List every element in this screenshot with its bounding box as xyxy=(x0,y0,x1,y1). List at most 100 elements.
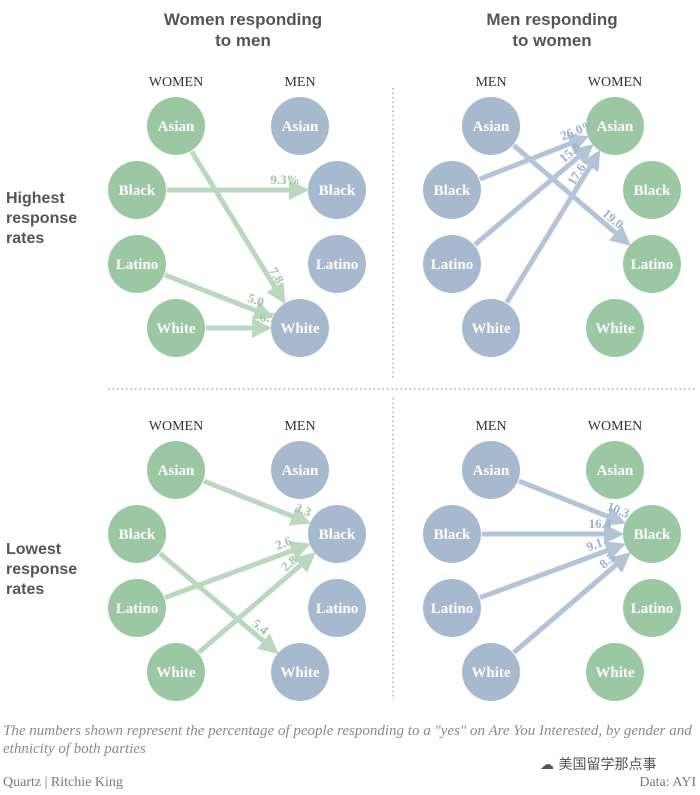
value-label: 9.3% xyxy=(270,172,299,187)
arrow-white-to-black xyxy=(512,552,631,655)
women-black-label: Black xyxy=(634,183,671,199)
arrow-asian-to-black xyxy=(202,478,311,526)
arrow-white-to-asian xyxy=(504,149,601,304)
men-white-label: White xyxy=(471,665,511,681)
caption-note: The numbers shown represent the percenta… xyxy=(3,723,692,757)
women-latino-label: Latino xyxy=(631,601,674,617)
men-latino-label: Latino xyxy=(431,601,474,617)
men-asian-label: Asian xyxy=(282,463,319,479)
women-asian-node xyxy=(147,441,205,499)
right-title-line2: to women xyxy=(512,31,591,50)
column-header: MEN xyxy=(284,419,315,434)
men-latino-node xyxy=(423,235,481,293)
value-label: 15.8 xyxy=(556,139,583,165)
arrow-latino-to-white xyxy=(164,272,274,320)
row-title-highest-3: rates xyxy=(6,230,44,247)
arrow-asian-to-latino xyxy=(512,143,631,246)
men-black-node xyxy=(308,505,366,563)
value-label: 6.7 xyxy=(260,310,277,325)
panels-layer: WOMEN MEN Asian Asian Black Black Latino Latino… xyxy=(108,75,681,701)
data-source: Data: AYI xyxy=(639,775,696,790)
row-title-highest-2: response xyxy=(6,210,77,227)
women-white-label: White xyxy=(595,665,635,681)
women-black-node xyxy=(108,505,166,563)
women-asian-label: Asian xyxy=(597,463,634,479)
value-label: 7.8 xyxy=(266,264,288,286)
women-black-label: Black xyxy=(119,527,156,543)
row-title-highest-1: Highest xyxy=(6,190,65,207)
panel-women-to-men-highest: WOMEN MEN Asian Asian Black Black Latino Latino… xyxy=(108,75,366,357)
women-white-label: White xyxy=(156,321,196,337)
women-latino-label: Latino xyxy=(631,257,674,273)
men-white-node xyxy=(462,299,520,357)
left-title-line2: to men xyxy=(215,31,271,50)
panel-men-to-women-lowest: MEN WOMEN Asian Asian Black Black Latino Latino… xyxy=(423,419,681,701)
row-title-lowest-3: rates xyxy=(6,581,44,598)
men-white-node xyxy=(462,643,520,701)
panel-men-to-women-highest: MEN WOMEN Asian Asian Black Black Latino Latino… xyxy=(423,75,681,357)
men-asian-node xyxy=(462,97,520,155)
women-black-node xyxy=(623,161,681,219)
men-white-node xyxy=(271,643,329,701)
column-header: MEN xyxy=(475,75,506,90)
men-latino-label: Latino xyxy=(431,257,474,273)
women-white-node xyxy=(586,643,644,701)
men-black-label: Black xyxy=(319,527,356,543)
men-latino-node xyxy=(308,579,366,637)
women-latino-label: Latino xyxy=(116,257,159,273)
women-black-label: Black xyxy=(119,183,156,199)
women-latino-node xyxy=(623,235,681,293)
men-white-label: White xyxy=(280,321,320,337)
women-white-node xyxy=(147,299,205,357)
arrow-black-to-white xyxy=(158,551,279,654)
men-asian-node xyxy=(271,97,329,155)
women-asian-label: Asian xyxy=(597,119,634,135)
value-label: 9.1 xyxy=(584,535,604,555)
women-white-label: White xyxy=(156,665,196,681)
value-label: 3.3 xyxy=(293,500,314,520)
women-asian-label: Asian xyxy=(158,119,195,135)
credit: Quartz | Ritchie King xyxy=(3,775,123,790)
women-latino-node xyxy=(108,579,166,637)
women-latino-node xyxy=(623,579,681,637)
arrow-latino-to-black xyxy=(164,541,311,600)
men-black-node xyxy=(423,505,481,563)
women-asian-label: Asian xyxy=(158,463,195,479)
women-black-node xyxy=(623,505,681,563)
women-latino-node xyxy=(108,235,166,293)
men-asian-label: Asian xyxy=(473,119,510,135)
left-title-line1: Women responding xyxy=(164,10,322,29)
value-label: 5.0 xyxy=(246,290,267,310)
men-asian-node xyxy=(271,441,329,499)
arrow-white-to-black xyxy=(197,552,316,655)
column-header: WOMEN xyxy=(588,75,642,90)
women-black-node xyxy=(108,161,166,219)
column-header: WOMEN xyxy=(149,419,203,434)
men-asian-label: Asian xyxy=(473,463,510,479)
men-latino-node xyxy=(423,579,481,637)
women-latino-label: Latino xyxy=(116,601,159,617)
men-white-node xyxy=(271,299,329,357)
arrow-asian-to-black xyxy=(517,478,626,526)
arrow-asian-to-white xyxy=(189,150,286,305)
arrow-latino-to-black xyxy=(479,541,626,600)
women-white-node xyxy=(147,643,205,701)
men-black-label: Black xyxy=(434,183,471,199)
men-black-node xyxy=(308,161,366,219)
watermark-text: 美国留学那点事 xyxy=(558,757,657,773)
men-black-label: Black xyxy=(434,527,471,543)
women-asian-node xyxy=(147,97,205,155)
row-title-lowest-1: Lowest xyxy=(6,541,62,558)
men-latino-label: Latino xyxy=(316,257,359,273)
women-white-label: White xyxy=(595,321,635,337)
men-asian-node xyxy=(462,441,520,499)
column-header: MEN xyxy=(475,419,506,434)
women-asian-node xyxy=(586,97,644,155)
men-white-label: White xyxy=(280,665,320,681)
column-header: WOMEN xyxy=(149,75,203,90)
men-latino-node xyxy=(308,235,366,293)
men-black-node xyxy=(423,161,481,219)
value-label: 16.4 xyxy=(589,516,612,531)
column-header: WOMEN xyxy=(588,419,642,434)
